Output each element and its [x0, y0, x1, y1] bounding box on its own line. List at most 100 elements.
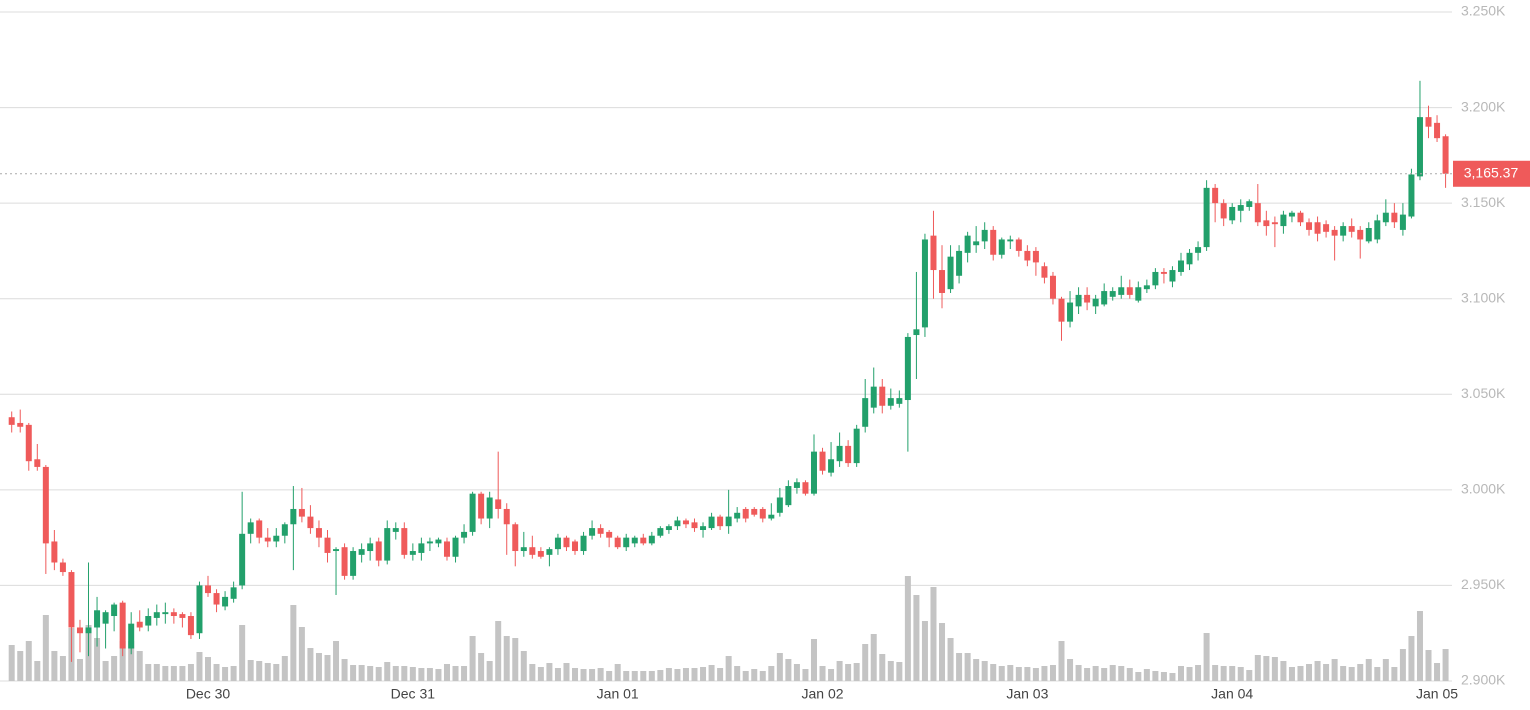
candle-body — [580, 535, 587, 552]
volume-bar — [1408, 636, 1415, 681]
candle-body — [1391, 212, 1398, 223]
candle-body — [187, 616, 194, 636]
volume-bar — [1434, 663, 1441, 681]
volume-bar — [1382, 659, 1389, 681]
candle-body — [700, 526, 707, 530]
volume-bar — [1220, 666, 1227, 681]
candle-body — [998, 239, 1005, 255]
volume-bar — [367, 666, 374, 681]
candle-body — [469, 493, 476, 532]
volume-bar — [742, 671, 749, 681]
candle-body — [529, 547, 536, 555]
candle-body — [1288, 212, 1295, 217]
price-tag — [1453, 160, 1530, 187]
candle-body — [145, 616, 152, 626]
volume-bar — [657, 670, 664, 681]
candle-body — [1408, 174, 1415, 217]
candle-body — [1365, 227, 1372, 242]
candle-body — [947, 256, 954, 290]
volume-bar — [631, 671, 638, 681]
candle-body — [461, 531, 468, 538]
candle-body — [1399, 214, 1406, 230]
candle-body — [1314, 222, 1321, 234]
candle-body — [606, 531, 613, 538]
volume-bar — [435, 669, 442, 681]
candle-body — [205, 585, 212, 594]
volume-bar — [1314, 661, 1321, 681]
candle-body — [59, 562, 66, 573]
candle-body — [1280, 214, 1287, 227]
volume-bar — [273, 664, 280, 681]
candle-body — [136, 621, 143, 628]
volume-bar — [682, 668, 689, 681]
candle-body — [776, 497, 783, 513]
volume-bar — [1118, 666, 1125, 681]
candle-body — [1126, 287, 1133, 295]
volume-bar — [546, 663, 553, 681]
candle-body — [887, 398, 894, 406]
candle-body — [1306, 222, 1313, 230]
candle-body — [42, 466, 49, 544]
volume-bar — [751, 669, 758, 681]
candle-body — [1220, 203, 1227, 219]
volume-bar — [1348, 667, 1355, 681]
y-tick-label: 3.200K — [1461, 98, 1506, 114]
volume-bar — [486, 661, 493, 681]
candle-body — [1331, 229, 1338, 236]
volume-bar — [580, 669, 587, 681]
candle-body — [768, 514, 775, 519]
candle-body — [119, 602, 126, 649]
candle-body — [793, 482, 800, 488]
candle-body — [1195, 247, 1202, 253]
volume-bar — [384, 662, 391, 681]
candle-body — [904, 336, 911, 401]
volume-bar — [1399, 649, 1406, 681]
volume-bar — [1416, 611, 1423, 681]
volume-bar — [554, 668, 561, 681]
volume-bar — [776, 653, 783, 681]
candle-body — [623, 537, 630, 548]
volume-bar — [862, 644, 869, 681]
volume-bar — [793, 664, 800, 681]
candle-body — [111, 604, 118, 617]
candle-body — [1425, 117, 1432, 127]
candle-body — [478, 493, 485, 519]
candle-body — [426, 541, 433, 544]
candle-body — [102, 612, 109, 624]
volume-bar — [1186, 667, 1193, 681]
volume-bar — [1425, 650, 1432, 681]
volume-bar — [59, 656, 66, 681]
y-tick-label: 2.950K — [1461, 576, 1506, 592]
volume-bar — [930, 587, 937, 681]
volume-bar — [298, 627, 305, 681]
candle-body — [435, 539, 442, 544]
candle-body — [563, 537, 570, 548]
volume-bar — [392, 666, 399, 681]
candle-body — [725, 516, 732, 527]
volume-bar — [708, 665, 715, 681]
candle-body — [68, 572, 75, 628]
volume-bar — [1297, 666, 1304, 681]
volume-bar — [759, 671, 766, 681]
candle-body — [153, 612, 160, 618]
volume-bar — [290, 605, 297, 681]
volume-bar — [1177, 666, 1184, 681]
candle-body — [307, 516, 314, 529]
candle-body — [512, 524, 519, 552]
volume-bar — [119, 641, 126, 681]
candle-body — [853, 428, 860, 464]
y-tick-label: 3.250K — [1461, 3, 1506, 19]
volume-bar — [1092, 666, 1099, 681]
candle-body — [1075, 294, 1082, 307]
x-tick-label: Dec 30 — [186, 686, 231, 702]
candle-body — [674, 520, 681, 527]
volume-bar — [102, 661, 109, 681]
volume-bar — [810, 639, 817, 681]
volume-bar — [1331, 659, 1338, 681]
volume-bar — [802, 669, 809, 681]
candle-body — [495, 499, 502, 509]
candle-body — [717, 516, 724, 527]
volume-bar — [256, 661, 263, 681]
candle-body — [819, 451, 826, 471]
